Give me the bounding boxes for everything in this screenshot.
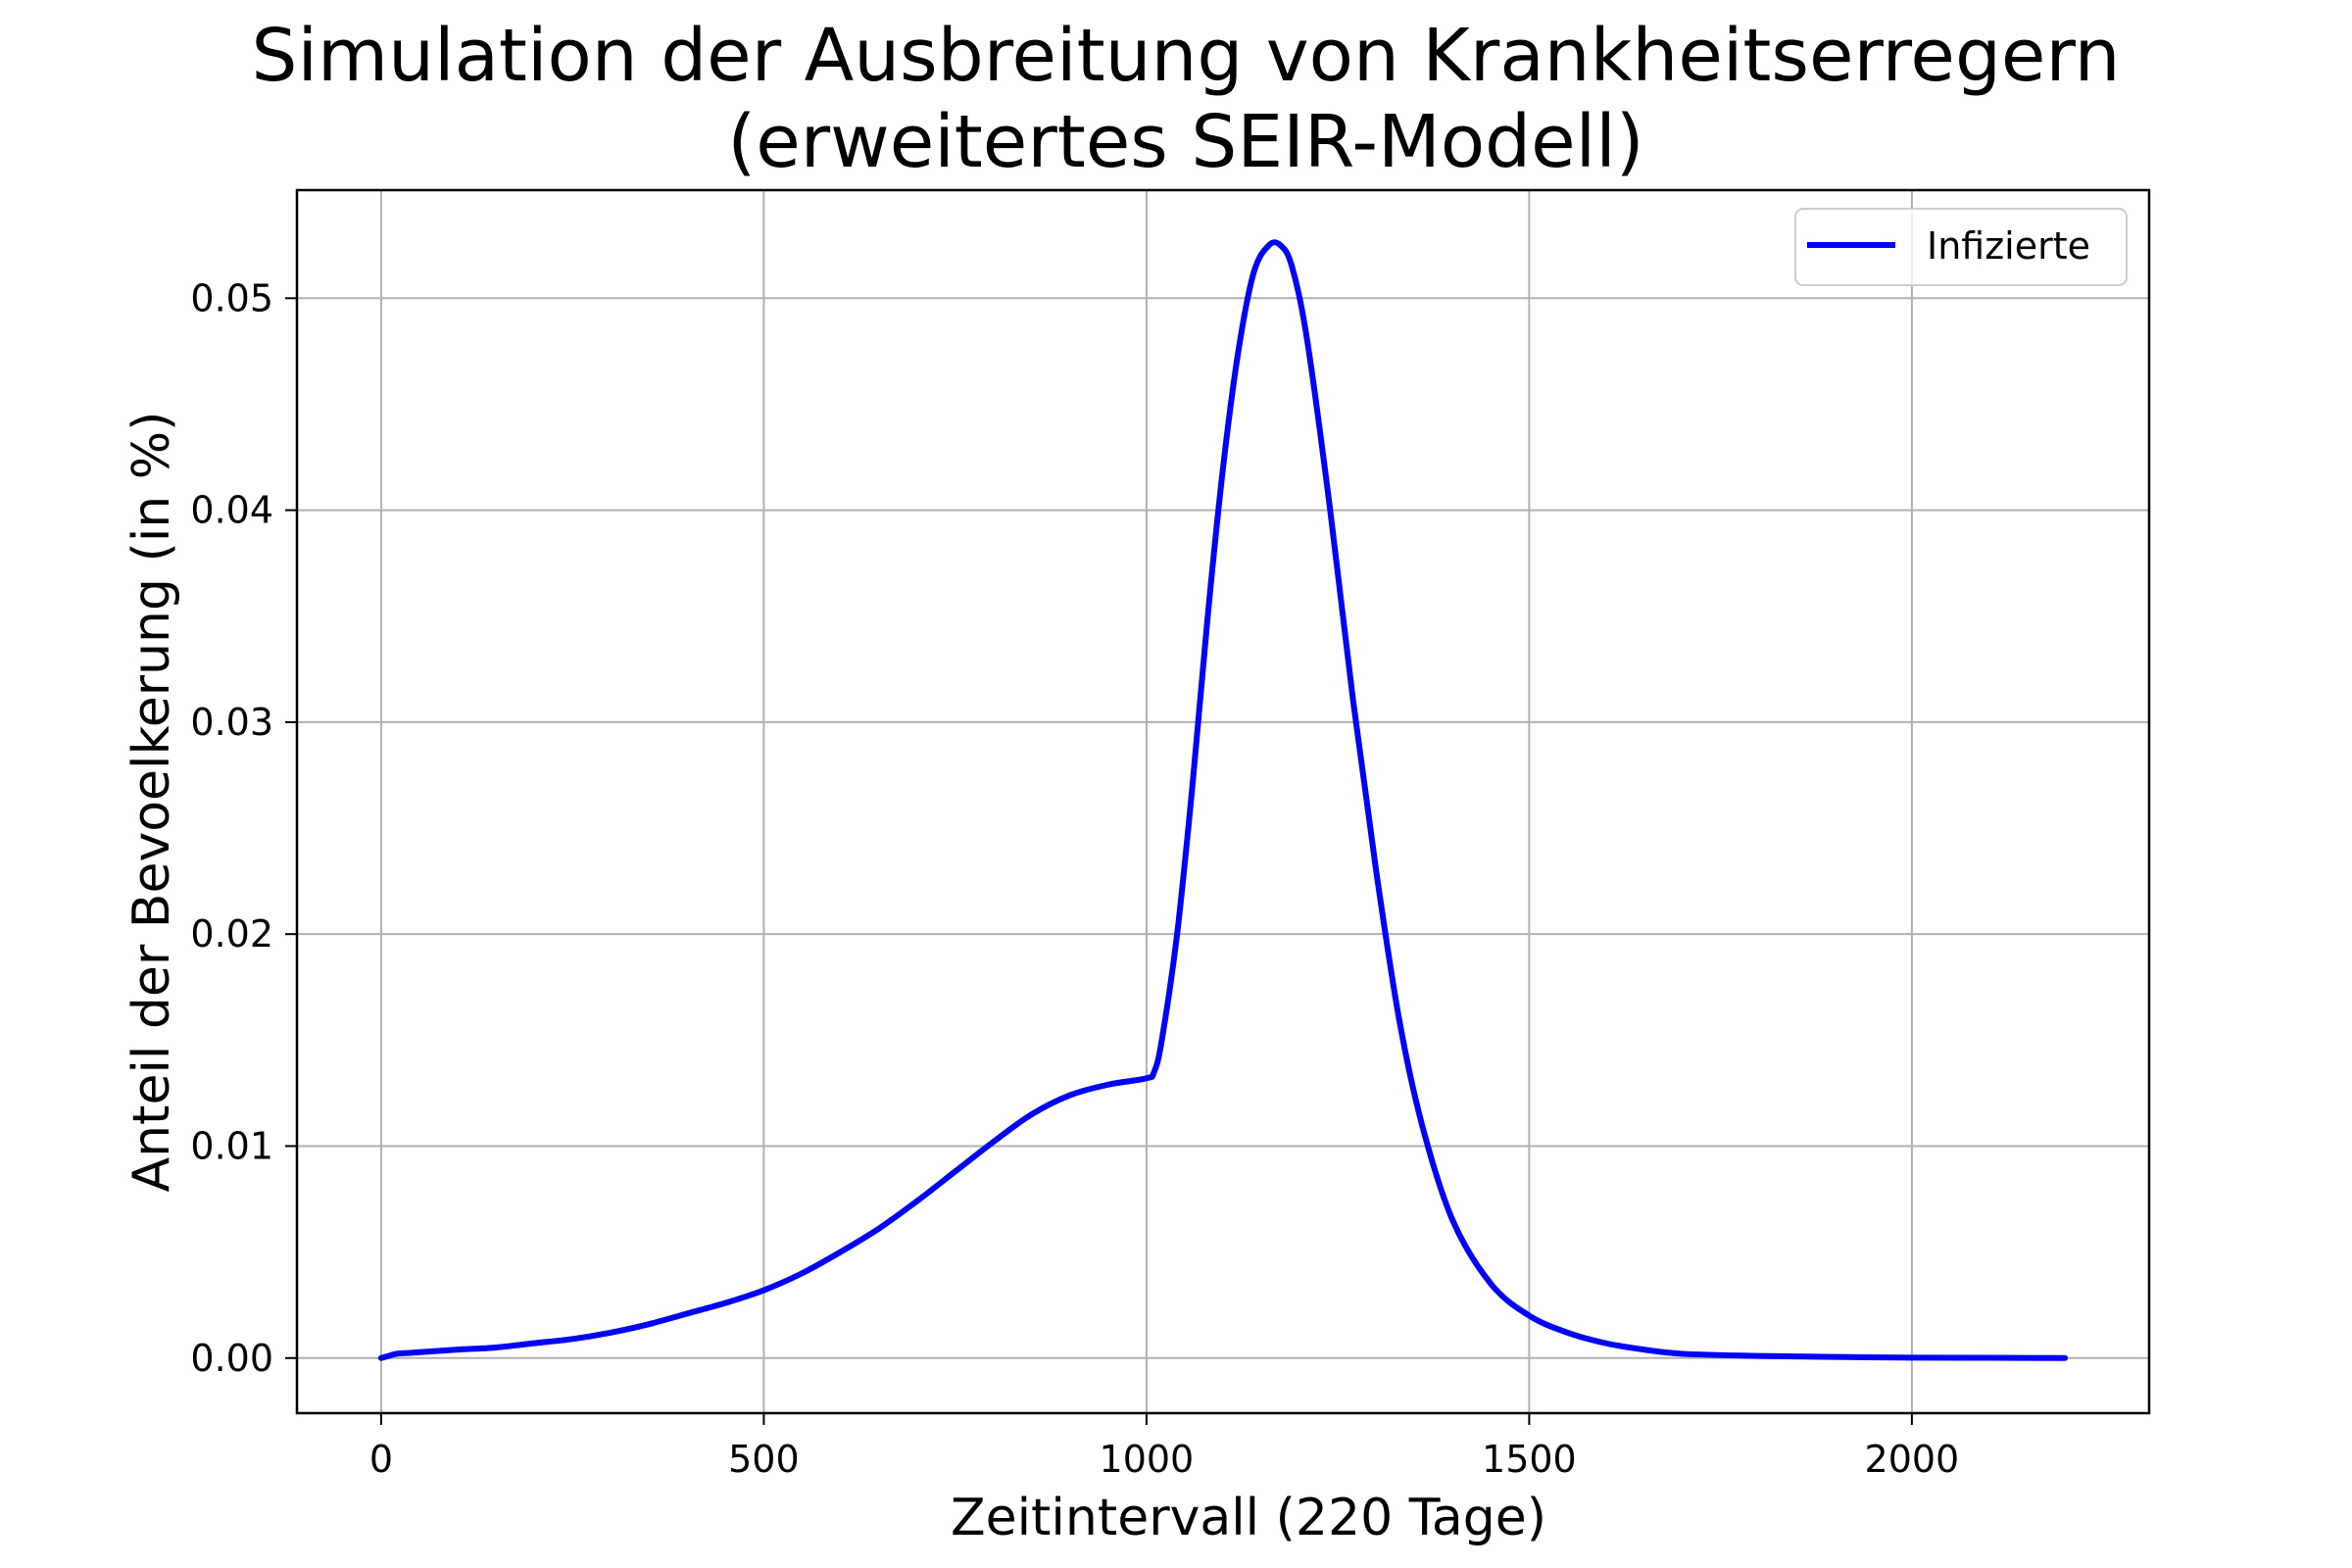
- x-tick-label: 500: [728, 1438, 800, 1481]
- series-line-infizierte: [377, 239, 2069, 1361]
- grid: [297, 190, 2149, 1413]
- legend-label-infizierte: Infizierte: [1927, 224, 2090, 268]
- x-tick-label: 1500: [1482, 1438, 1577, 1481]
- x-tick-label: 1000: [1100, 1438, 1195, 1481]
- y-tick-label: 0.05: [190, 276, 273, 319]
- plot-area-frame: [295, 188, 2151, 1415]
- series-layer: [377, 239, 2069, 1361]
- chart-title-line-2: (erweitertes SEIR-Modell): [727, 100, 1643, 184]
- y-tick-label: 0.01: [190, 1124, 273, 1167]
- y-tick-label: 0.02: [190, 912, 273, 956]
- x-axis-ticks: 0 500 1000 1500 2000: [369, 1413, 1959, 1481]
- x-axis-label: Zeitintervall (220 Tage): [951, 1489, 1546, 1547]
- chart-title-line-1: Simulation der Ausbreitung von Krankheit…: [252, 14, 2121, 98]
- x-tick-label: 2000: [1865, 1438, 1960, 1481]
- x-tick-label: 0: [369, 1438, 393, 1481]
- y-tick-label: 0.00: [190, 1337, 273, 1380]
- legend-box: [1794, 208, 2128, 286]
- legend: Infizierte: [1794, 208, 2128, 286]
- y-tick-label: 0.04: [190, 489, 273, 532]
- y-axis-label: Anteil der Bevoelkerung (in %): [122, 412, 181, 1193]
- y-tick-label: 0.03: [190, 701, 273, 744]
- y-axis-ticks: 0.00 0.01 0.02 0.03 0.04 0.05: [190, 276, 297, 1380]
